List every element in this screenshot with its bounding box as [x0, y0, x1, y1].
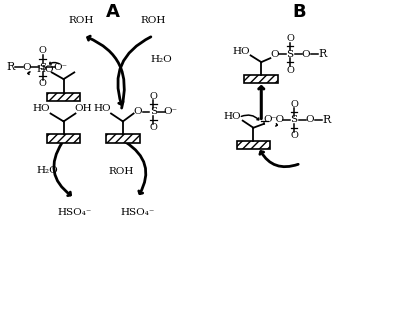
- Text: HSO₄⁻: HSO₄⁻: [120, 208, 155, 217]
- Text: A: A: [106, 3, 120, 21]
- Text: O: O: [286, 34, 294, 43]
- Text: R: R: [7, 62, 15, 72]
- Text: O: O: [150, 123, 157, 132]
- Text: O: O: [290, 100, 298, 108]
- Text: S: S: [286, 50, 294, 59]
- Bar: [47, 93, 80, 101]
- Text: HO: HO: [93, 104, 111, 113]
- Text: O: O: [133, 108, 142, 116]
- Text: HO: HO: [224, 112, 241, 121]
- Bar: [47, 134, 80, 143]
- Text: O: O: [150, 92, 157, 100]
- Text: H₂O: H₂O: [150, 55, 172, 64]
- Bar: [236, 141, 270, 150]
- Text: O: O: [270, 50, 279, 59]
- Text: ROH: ROH: [141, 16, 166, 25]
- Bar: [244, 75, 278, 84]
- Text: HSO₄⁻: HSO₄⁻: [57, 208, 92, 217]
- Text: HO: HO: [32, 104, 50, 113]
- Bar: [47, 93, 80, 101]
- Text: R: R: [322, 115, 331, 125]
- Text: O: O: [302, 50, 310, 59]
- Text: O: O: [39, 46, 46, 55]
- Text: O⁻: O⁻: [53, 63, 68, 72]
- Text: O: O: [39, 79, 46, 88]
- Text: O⁻: O⁻: [164, 108, 178, 116]
- Text: HO: HO: [233, 47, 250, 56]
- Text: O: O: [290, 131, 298, 140]
- Bar: [236, 141, 270, 150]
- Text: S: S: [39, 63, 46, 72]
- Text: O: O: [264, 115, 272, 124]
- Text: ⁻O: ⁻O: [270, 115, 284, 124]
- Text: S: S: [290, 115, 298, 124]
- Text: O: O: [286, 65, 294, 75]
- Text: R: R: [318, 49, 327, 59]
- Bar: [244, 75, 278, 84]
- Bar: [47, 134, 80, 143]
- Text: S: S: [150, 108, 157, 116]
- Text: H₂O: H₂O: [37, 166, 58, 174]
- Text: OH: OH: [74, 104, 92, 113]
- Text: B: B: [292, 3, 306, 21]
- Bar: [106, 134, 140, 143]
- Text: HO: HO: [36, 65, 54, 74]
- Text: ROH: ROH: [69, 16, 94, 25]
- Bar: [106, 134, 140, 143]
- Text: O: O: [22, 63, 31, 72]
- Text: ROH: ROH: [108, 167, 134, 176]
- Text: O: O: [306, 115, 314, 124]
